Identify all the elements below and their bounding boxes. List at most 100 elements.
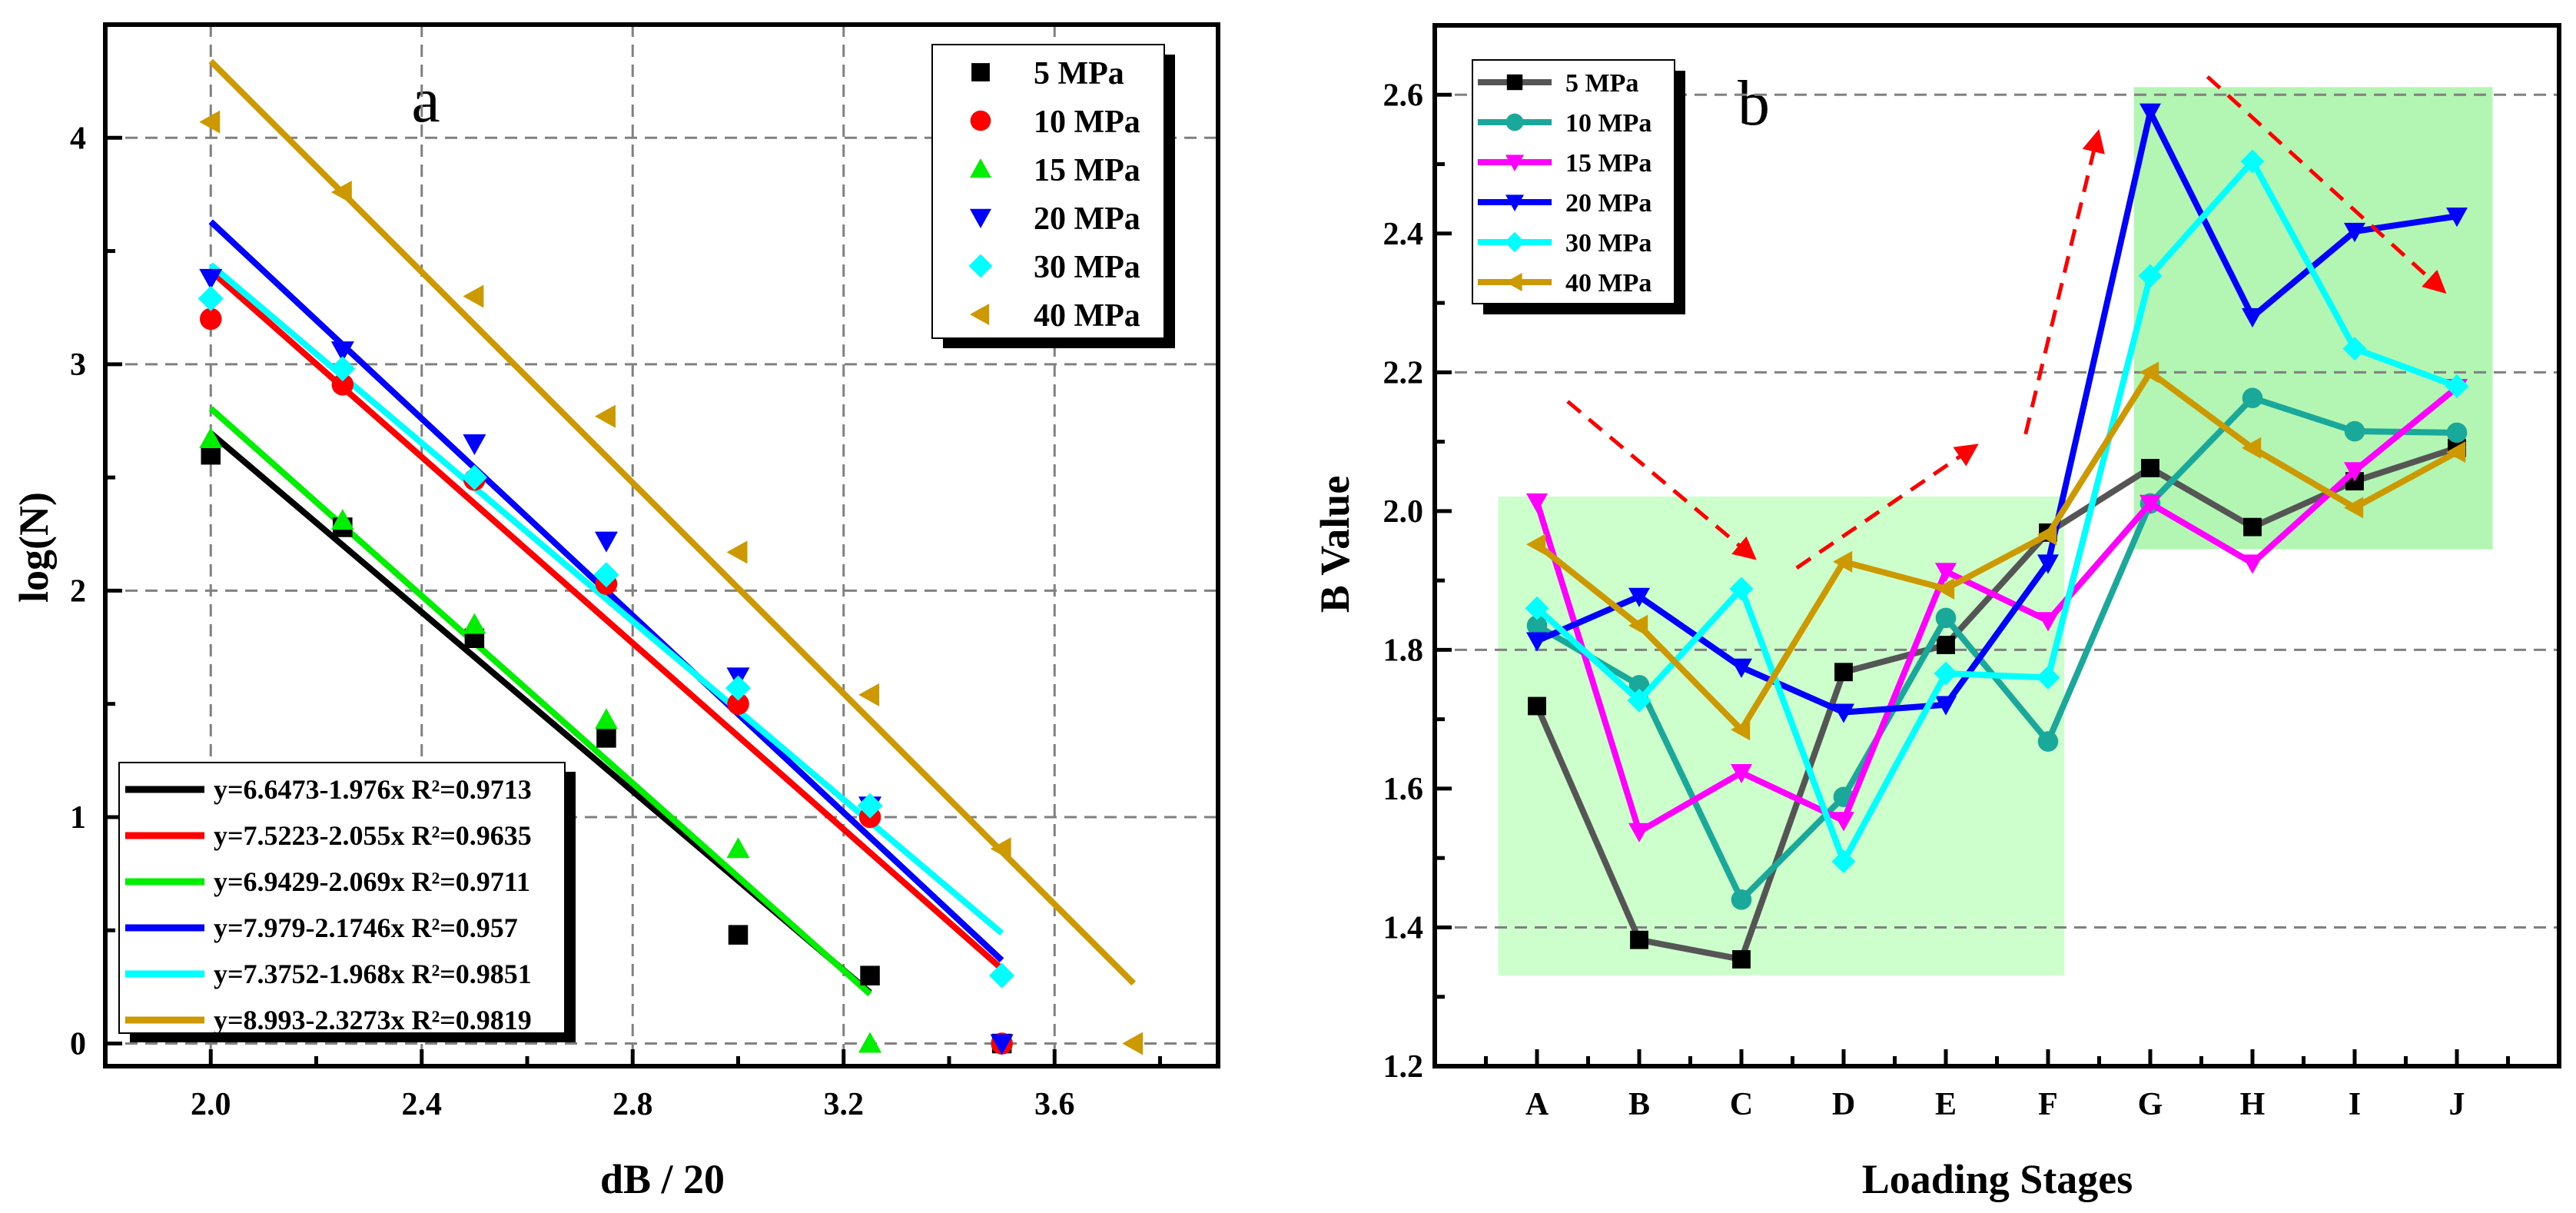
chart-b-data-point bbox=[1630, 930, 1648, 949]
chart-b-legend-marker bbox=[1505, 194, 1524, 211]
chart-a-x-tick-label: 3.2 bbox=[824, 1087, 865, 1122]
chart-b-y-tick-label: 2.6 bbox=[1383, 78, 1424, 113]
chart-b-x-tick-label: A bbox=[1525, 1087, 1549, 1122]
chart-b-data-point bbox=[1934, 661, 1958, 686]
chart-b-data-point bbox=[1628, 823, 1650, 842]
chart-a-data-point bbox=[199, 110, 221, 134]
chart-b-series-line bbox=[1535, 158, 2458, 865]
chart-a-fit-legend-label: y=7.5223-2.055x R²=0.9635 bbox=[214, 820, 532, 851]
chart-b-x-tick-label: C bbox=[1730, 1087, 1753, 1122]
chart-b-plot-frame bbox=[1432, 23, 2561, 1068]
chart-a-legend-label: 5 MPa bbox=[1034, 56, 1124, 91]
chart-b-shaded-region bbox=[2133, 87, 2493, 550]
chart-a-legend-label: 20 MPa bbox=[1034, 201, 1140, 237]
chart-b-y-tick-label: 2.0 bbox=[1383, 494, 1424, 530]
chart-b-y-tick-label: 1.4 bbox=[1383, 910, 1424, 945]
chart-a-legend-label: 10 MPa bbox=[1034, 105, 1140, 140]
chart-b-data-point bbox=[1731, 889, 1752, 910]
chart-a-x-tick-label: 2.4 bbox=[402, 1087, 443, 1122]
chart-a-x-axis-title: dB / 20 bbox=[600, 1156, 725, 1202]
chart-a-legend-label: 15 MPa bbox=[1034, 153, 1140, 188]
chart-a-fit-legend-label: y=6.6473-1.976x R²=0.9713 bbox=[214, 774, 532, 805]
chart-b-x-tick-label: B bbox=[1628, 1087, 1650, 1122]
chart-b-panel-label: b bbox=[1738, 68, 1770, 139]
chart-a-fit-line bbox=[208, 406, 872, 997]
chart-b-data-point bbox=[1731, 763, 1752, 784]
chart-a-data-point bbox=[200, 307, 222, 331]
chart-b-y-tick-label: 2.2 bbox=[1383, 355, 1424, 390]
chart-a-data-point bbox=[330, 356, 356, 382]
chart-a-y-tick-label: 3 bbox=[70, 347, 86, 383]
chart-a-data-point bbox=[199, 268, 223, 290]
chart-b-data-point bbox=[1935, 696, 1957, 716]
chart-a-y-tick-label: 0 bbox=[70, 1027, 86, 1062]
chart-a-legend-marker bbox=[970, 110, 991, 131]
chart-b-data-point bbox=[2446, 441, 2466, 464]
chart-a-panel-label: a bbox=[411, 65, 440, 136]
chart-a-legend-label: 30 MPa bbox=[1034, 250, 1140, 285]
chart-a-x-tick-label: 2.8 bbox=[612, 1087, 653, 1122]
chart-a-fit-legend-label: y=8.993-2.3273x R²=0.9819 bbox=[214, 1005, 532, 1035]
chart-b-legend-label: 40 MPa bbox=[1565, 269, 1651, 297]
chart-a-legend-marker bbox=[970, 158, 991, 178]
chart-b-data-point bbox=[2037, 523, 2057, 546]
chart-a-data-point bbox=[594, 404, 616, 428]
chart-b-legend-marker bbox=[1505, 113, 1524, 131]
chart-b-data-point bbox=[2242, 554, 2263, 574]
chart-a-data-point bbox=[725, 675, 752, 701]
chart-b-data-point bbox=[2242, 437, 2262, 459]
chart-b-data-point bbox=[1937, 636, 1955, 654]
chart-a-data-point bbox=[990, 837, 1011, 861]
chart-b-data-point bbox=[1833, 703, 1854, 723]
chart-b-data-point bbox=[2344, 420, 2365, 442]
chart-a-data-point bbox=[860, 965, 880, 985]
chart-b-data-point bbox=[1833, 550, 1853, 573]
chart-b-legend-label: 5 MPa bbox=[1565, 69, 1638, 98]
chart-b-data-point bbox=[1935, 563, 1957, 583]
chart-a-data-point bbox=[330, 341, 354, 363]
chart-b-legend bbox=[1472, 59, 1675, 304]
chart-b-x-tick-label: F bbox=[2038, 1087, 2058, 1122]
chart-b-y-tick-label: 1.2 bbox=[1383, 1049, 1424, 1085]
chart-b-data-point bbox=[1627, 688, 1651, 713]
chart-a-data-point bbox=[858, 683, 880, 706]
chart-b-data-point bbox=[2242, 307, 2263, 328]
chart-b-data-point bbox=[1935, 607, 1957, 629]
chart-b-data-point bbox=[1526, 533, 1546, 556]
chart-b-y-axis-title: B Value bbox=[1312, 476, 1358, 613]
chart-b-data-point bbox=[2138, 264, 2163, 288]
chart-b-data-point bbox=[2344, 462, 2365, 482]
chart-a-plot-frame bbox=[103, 22, 1220, 1068]
chart-b-trend-arrow bbox=[2206, 75, 2447, 294]
chart-b-legend-label: 20 MPa bbox=[1565, 189, 1651, 218]
chart-a-legend-marker bbox=[970, 304, 990, 325]
chart-a-data-point bbox=[858, 1032, 882, 1053]
chart-a-data-point bbox=[198, 285, 224, 311]
chart-b-series-line bbox=[1535, 369, 2458, 733]
chart-b-legend-marker bbox=[1505, 155, 1524, 171]
chart-b: b Loading Stages B Value 1.2 1.4 1.6 1.8 2.0… bbox=[1312, 23, 2561, 1202]
chart-b-data-point bbox=[1526, 493, 1548, 513]
chart-b-data-point bbox=[2141, 459, 2159, 477]
chart-a-data-point bbox=[463, 284, 484, 308]
chart-a-x-tick-label: 2.0 bbox=[191, 1087, 231, 1122]
chart-a-data-point bbox=[463, 434, 486, 455]
chart-a-data-point bbox=[728, 925, 749, 945]
chart-a-legend bbox=[931, 44, 1165, 339]
chart-b-legend-marker bbox=[1506, 74, 1523, 91]
chart-a-y-axis-title: log(N) bbox=[11, 492, 57, 603]
chart-b-series-line bbox=[1534, 444, 2458, 962]
chart-b-series-line bbox=[1535, 108, 2458, 716]
chart-b-data-point bbox=[2036, 666, 2060, 690]
chart-a-data-point bbox=[594, 531, 618, 553]
chart-b-data-point bbox=[1526, 632, 1548, 652]
chart-a-data-point bbox=[199, 427, 223, 449]
chart-b-data-point bbox=[1528, 696, 1546, 716]
chart-b-trend-arrow bbox=[2023, 129, 2105, 435]
chart-b-data-point bbox=[1628, 587, 1650, 607]
chart-b-data-point bbox=[2037, 731, 2059, 752]
chart-b-series-line bbox=[1534, 385, 2459, 835]
chart-b-data-point bbox=[1526, 615, 1548, 636]
chart-b-trend-arrow bbox=[1566, 400, 1757, 560]
